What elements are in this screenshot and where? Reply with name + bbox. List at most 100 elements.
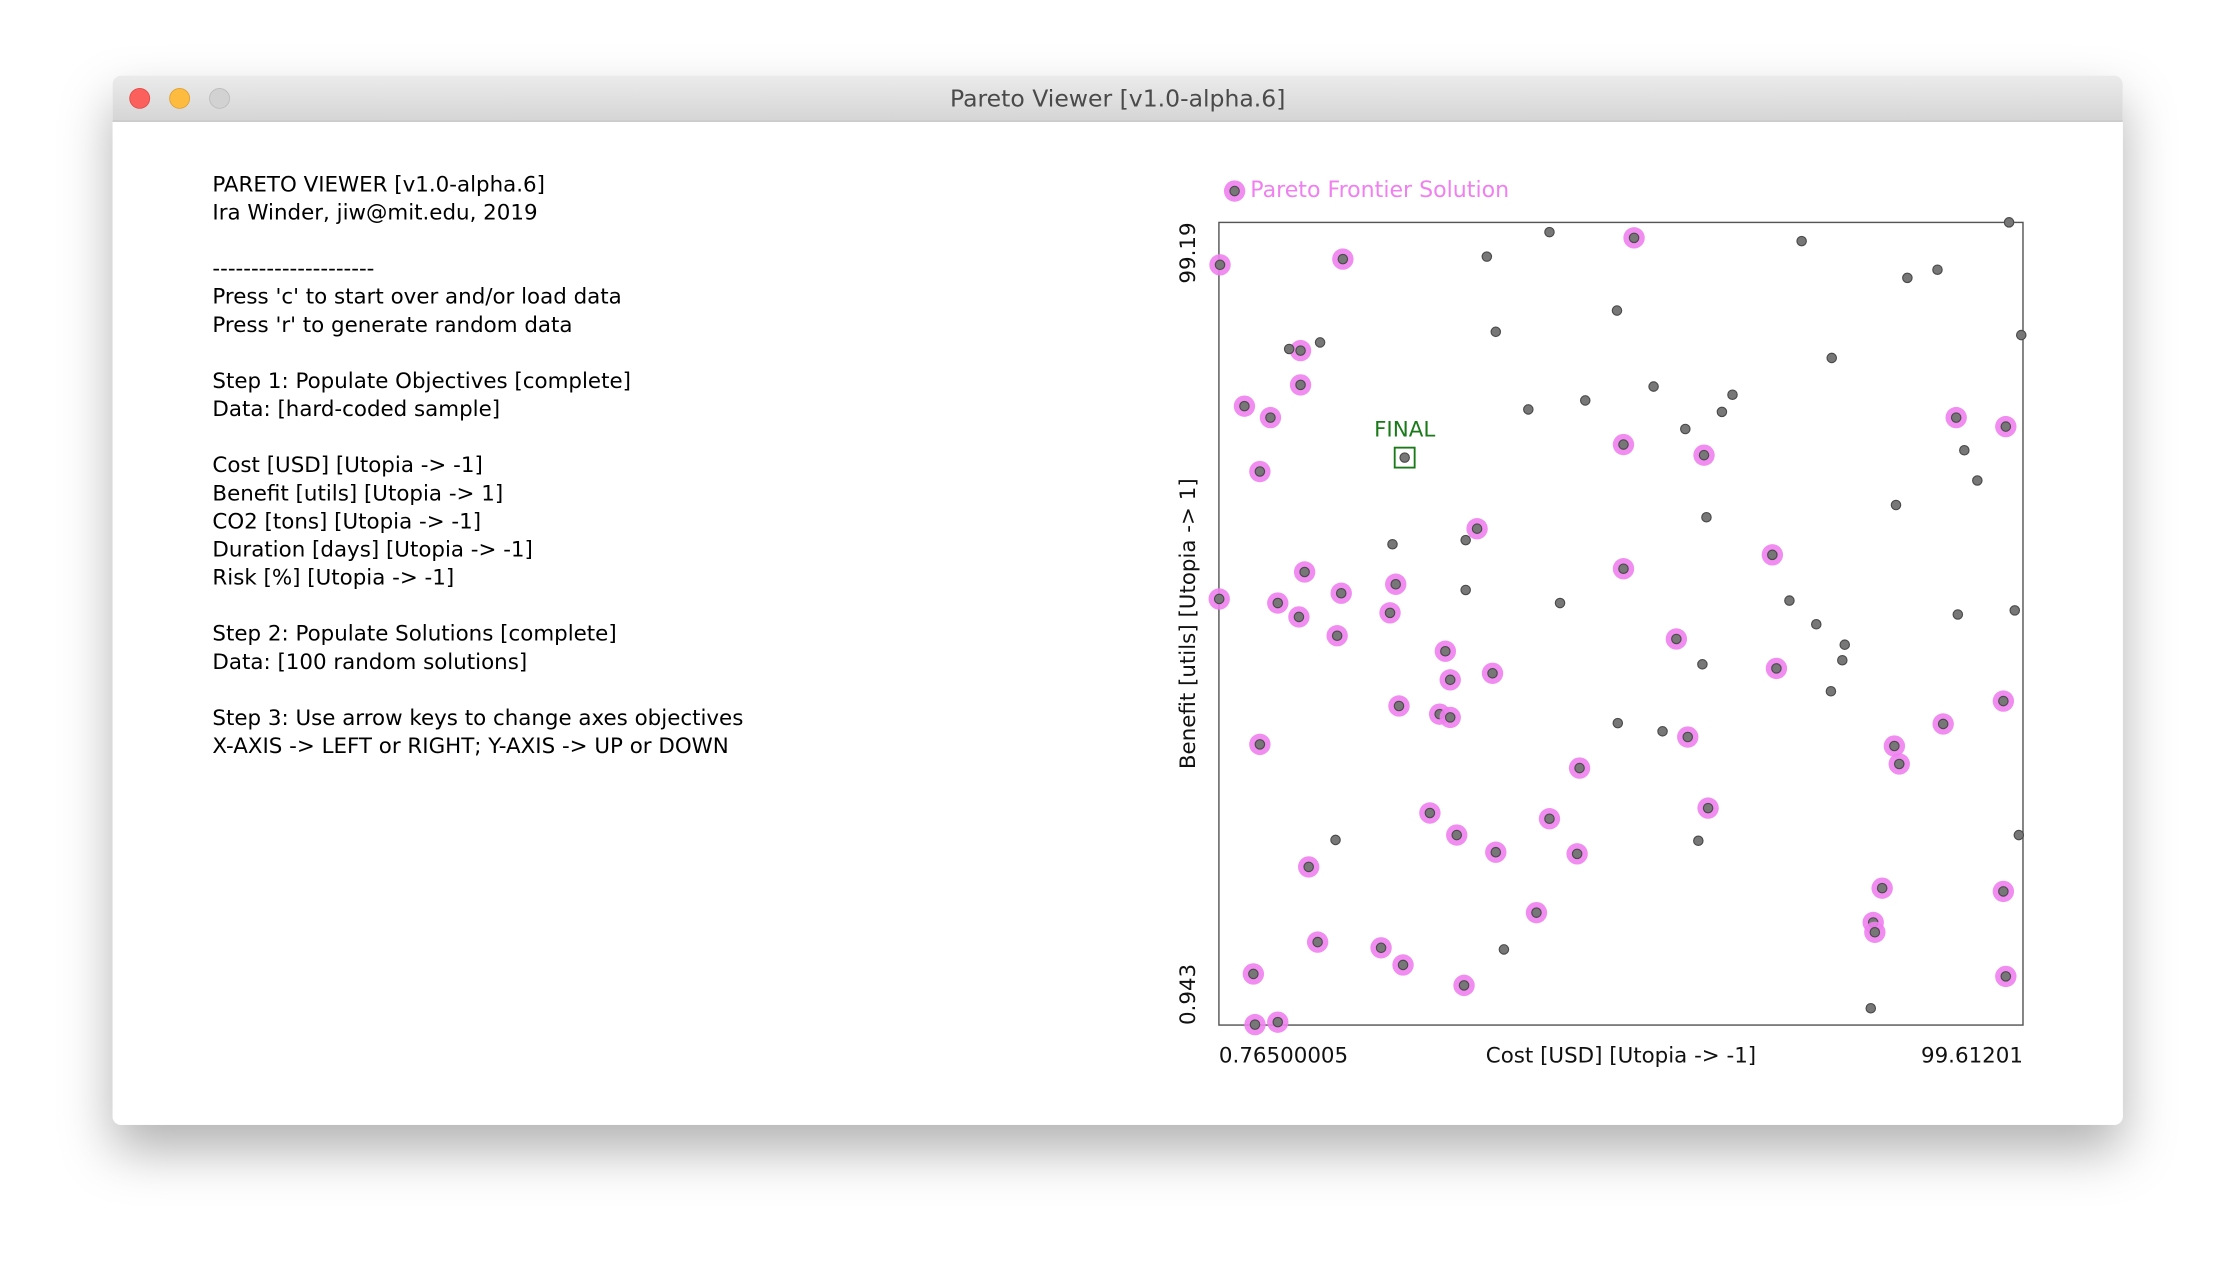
point-dot <box>1727 389 1738 400</box>
pareto-point <box>1434 640 1457 662</box>
point-dot <box>1876 882 1888 894</box>
zoom-button[interactable] <box>209 87 230 109</box>
panel-line: Duration [days] [Utopia -> -1] <box>212 537 532 562</box>
pareto-point <box>1466 518 1488 540</box>
point-dot <box>1299 566 1310 578</box>
solution-point <box>1611 305 1623 316</box>
solution-point <box>1460 534 1471 546</box>
point-dot <box>2013 829 2025 841</box>
point-dot <box>1611 305 1623 316</box>
solution-point <box>1701 511 1712 523</box>
pareto-point <box>1871 877 1893 899</box>
point-dot <box>2009 605 2021 616</box>
pareto-point <box>1289 339 1312 362</box>
pareto-point <box>1888 753 1910 775</box>
pareto-point <box>1566 843 1588 865</box>
point-dot <box>1214 259 1226 271</box>
point-dot <box>1444 674 1456 686</box>
point-dot <box>1825 685 1837 697</box>
solution-point <box>1810 619 1822 630</box>
plot-area <box>1218 221 2024 1026</box>
close-button[interactable] <box>129 87 151 109</box>
point-dot <box>1671 633 1682 645</box>
point-dot <box>1959 444 1970 456</box>
point-dot <box>1330 834 1341 846</box>
panel-line: Data: [hard-coded sample] <box>212 397 500 422</box>
pareto-point <box>1765 657 1788 680</box>
pareto-point <box>1992 690 2015 712</box>
pareto-point <box>1293 561 1316 583</box>
pareto-point <box>1995 415 2017 438</box>
point-dot <box>1893 758 1905 770</box>
pareto-point <box>1677 726 1699 748</box>
point-dot <box>1303 861 1314 873</box>
legend-item: Pareto Frontier Solution <box>1223 177 1509 203</box>
point-dot <box>1444 712 1456 723</box>
minimize-button[interactable] <box>169 87 191 109</box>
pareto-point <box>1761 544 1784 566</box>
point-dot <box>1460 584 1471 596</box>
point-dot <box>1471 523 1483 534</box>
pareto-point <box>1392 954 1414 976</box>
point-dot <box>1440 645 1451 657</box>
panel-line: Step 1: Populate Objectives [complete] <box>212 369 631 394</box>
title-bar <box>112 75 2123 122</box>
point-dot <box>1387 538 1398 550</box>
point-dot <box>1397 959 1409 971</box>
point-dot <box>1272 1016 1284 1028</box>
panel-line: Benefit [utils] [Utopia -> 1] <box>212 481 503 506</box>
pareto-point <box>1209 254 1231 276</box>
point-dot <box>1424 807 1436 819</box>
solution-point <box>2003 217 2015 228</box>
y-tick-label: 0.943 <box>1176 964 1201 1025</box>
point-dot <box>1272 597 1284 609</box>
pareto-point <box>1249 733 1271 756</box>
panel-line: Step 2: Populate Solutions [complete] <box>212 622 616 647</box>
point-dot <box>1950 412 1962 423</box>
solution-point <box>1952 609 1964 620</box>
solution-point <box>1523 404 1534 415</box>
info-panel: PARETO VIEWER [v1.0-alpha.6] Ira Winder, … <box>212 172 743 759</box>
solution-point <box>1612 717 1624 729</box>
pareto-point <box>1995 965 2017 988</box>
point-dot <box>1889 740 1900 752</box>
pareto-point <box>1249 460 1271 483</box>
solution-point <box>1839 639 1851 650</box>
solution-point <box>1490 326 1502 338</box>
pareto-point <box>1568 757 1591 779</box>
point-dot <box>1490 326 1502 338</box>
point-dot <box>1837 654 1848 666</box>
solution-point <box>1498 944 1510 955</box>
solution-point <box>1579 395 1591 406</box>
point-dot <box>2003 217 2015 228</box>
y-axis-label: Benefit [utils] [Utopia -> 1] <box>1176 478 1201 769</box>
point-dot <box>1254 466 1266 477</box>
solution-point <box>1544 226 1555 238</box>
pareto-point <box>1306 931 1329 953</box>
point-dot <box>1869 926 1881 938</box>
point-dot <box>1698 449 1710 461</box>
pareto-point <box>1446 824 1468 846</box>
solution-point <box>2015 329 2027 341</box>
y-tick-label: 99.19 <box>1176 222 1201 283</box>
point-dot <box>1390 578 1401 590</box>
point-dot <box>1612 717 1624 729</box>
pareto-point <box>1288 606 1310 628</box>
point-dot <box>1618 563 1629 575</box>
solution-point <box>2009 605 2021 616</box>
solution-point <box>1283 343 1295 355</box>
chart: 0.76500005 99.61201 0.943 99.19 Cost [USD] [… <box>1176 177 2027 1068</box>
point-dot <box>1213 593 1225 605</box>
point-dot <box>1544 226 1555 238</box>
x-tick-label: 99.61201 <box>1921 1043 2023 1068</box>
point-dot <box>1451 829 1463 841</box>
pareto-point <box>1419 802 1441 824</box>
solution-point <box>1796 235 1807 247</box>
solution-point <box>1825 685 1837 697</box>
panel-line: PARETO VIEWER [v1.0-alpha.6] <box>212 172 545 197</box>
point-dot <box>1702 802 1714 814</box>
point-dot <box>1952 609 1964 620</box>
point-dot <box>1628 232 1640 244</box>
panel-line: Press 'r' to generate random data <box>212 313 572 338</box>
